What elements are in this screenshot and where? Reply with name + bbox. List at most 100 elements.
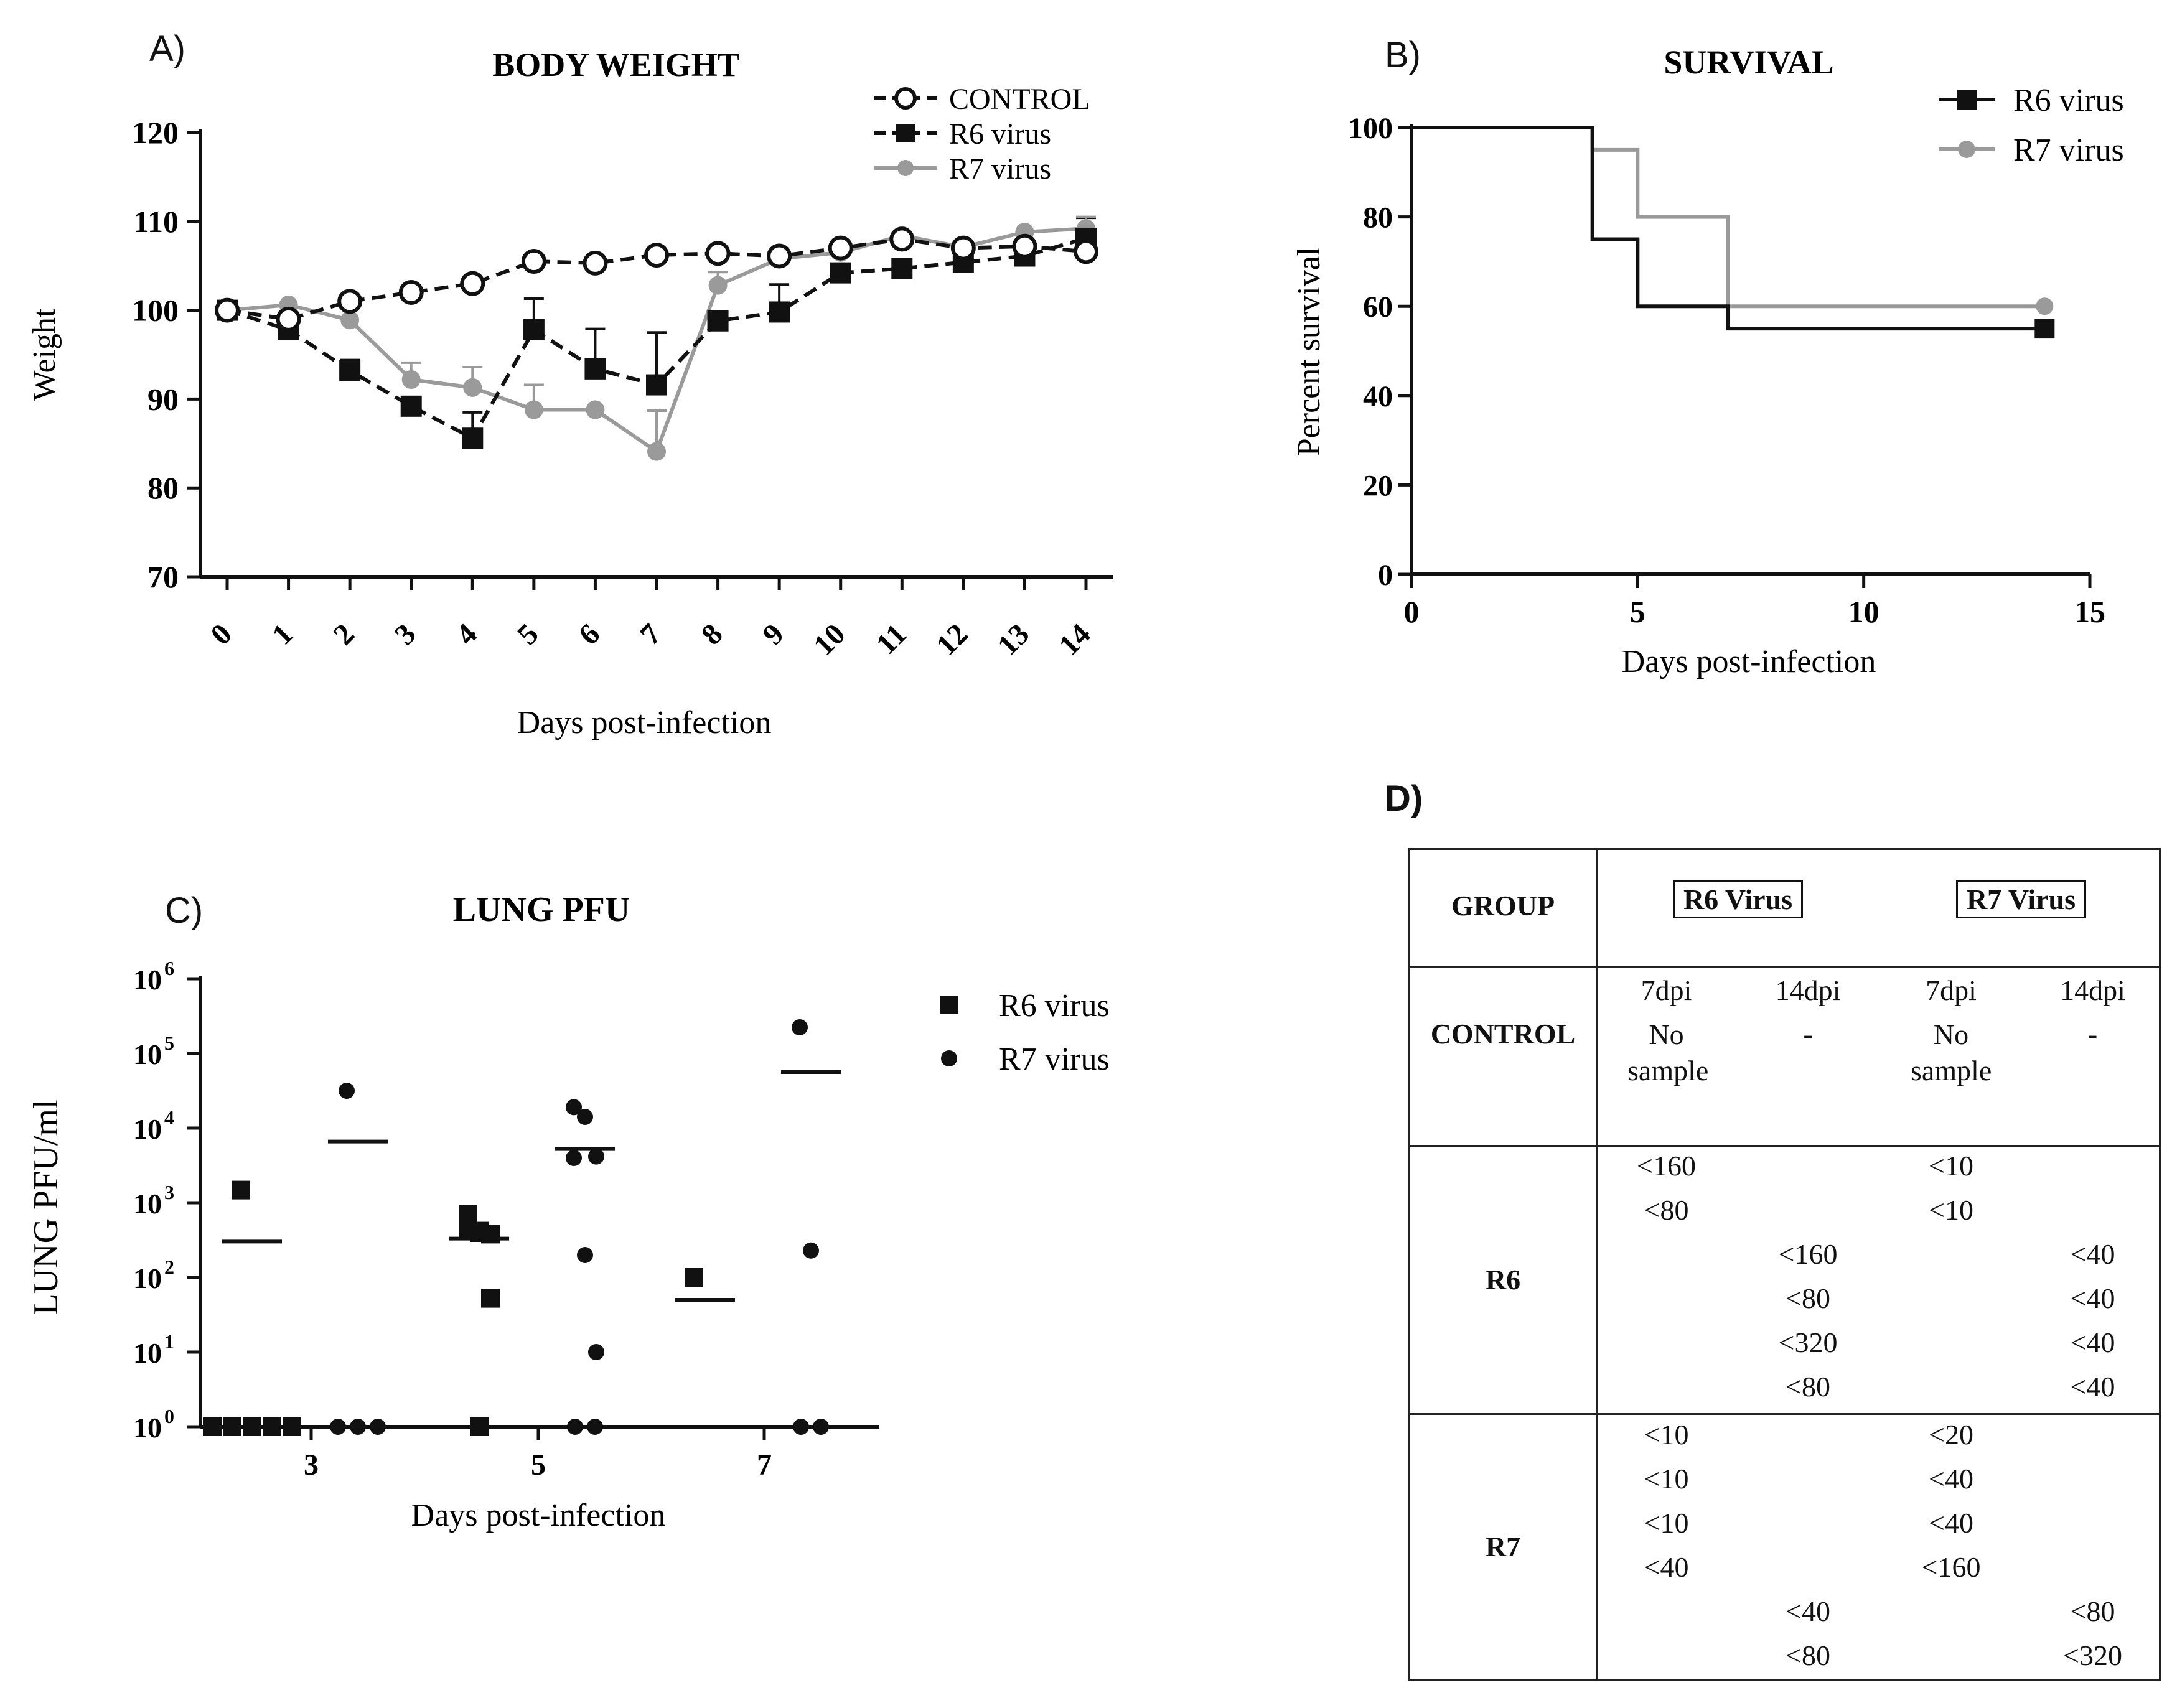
chart-c-ylabel: LUNG PFU/ml [27,1099,65,1315]
r6-cell-r4-c3: <40 [2070,1327,2115,1358]
chart-b-ylabel: Percent survival [1291,247,1327,456]
chart-a-point [521,249,546,274]
chart-c-xlabel: Days post-infection [411,1498,666,1533]
r7-cell-r5-c1: <80 [1786,1640,1830,1671]
chart-a-legend-marker [897,160,914,176]
chart-a-point [398,280,424,306]
chart-a-point [583,250,608,276]
chart-a-xtick-label: 6 [573,617,606,651]
chart-a-point [524,400,543,419]
chart-a-point [891,258,913,279]
chart-a-point [337,289,363,314]
chart-a-point [769,301,790,323]
control-r7-14dpi: - [2087,1018,2098,1050]
chart-c-ytick-exponent: 6 [164,957,174,979]
chart-b-ytick-label: 40 [1363,380,1393,413]
r7-cell-r0-c2: <20 [1929,1419,1973,1450]
subheader-r6-14dpi: 14dpi [1775,974,1841,1006]
chart-c-point [588,1148,604,1165]
r7-cell-r3-c0: <40 [1644,1551,1689,1583]
row-label-r6: R6 [1485,1264,1521,1295]
chart-c-point [587,1419,603,1435]
chart-b-survival-line [1411,126,2045,331]
chart-a-ytick-label: 100 [132,293,179,328]
chart-c-point [685,1268,703,1287]
panel-label-c: C) [165,890,204,931]
chart-a-xtick-label: 4 [450,617,484,651]
chart-c-xtick-label: 5 [531,1449,546,1482]
chart-a-point [708,276,728,295]
chart-c-ytick-label: 10 [133,964,162,996]
chart-a-point [950,235,976,261]
chart-a-point [707,310,729,332]
chart-c-legend-marker [941,1050,957,1066]
chart-c-point [243,1417,261,1436]
r6-cell-r0-c2: <10 [1929,1150,1973,1182]
chart-c-point [566,1099,582,1116]
chart-a-ylabel: Weight [27,308,62,401]
r6-cell-r1-c0: <80 [1644,1194,1689,1226]
row-label-r7: R7 [1485,1531,1521,1562]
chart-a-legend-label: CONTROL [949,83,1090,116]
chart-a-xtick-label: 13 [991,617,1036,661]
chart-c-point [481,1289,500,1308]
chart-a-xtick-label: 9 [756,617,790,651]
control-r6-14dpi: - [1803,1018,1813,1050]
chart-c-point [792,1019,808,1035]
r6-cell-r4-c1: <320 [1778,1327,1838,1358]
chart-c-title: LUNG PFU [453,890,630,929]
r6-cell-r1-c2: <10 [1929,1194,1973,1226]
subheader-r7-7dpi: 7dpi [1926,974,1977,1006]
chart-b-legend-label: R7 virus [2013,133,2124,168]
chart-b-xtick-label: 5 [1630,594,1645,629]
r7-virus-header: R7 Virus [1955,880,2087,918]
chart-c-ytick-exponent: 2 [164,1256,174,1278]
r7-cell-r1-c2: <40 [1929,1463,1973,1495]
chart-a-legend-marker [896,124,915,142]
chart-c-legend-label: R7 virus [999,1042,1110,1077]
chart-a-xtick-label: 0 [204,617,238,651]
control-r7-7dpi: No sample [1911,1019,1992,1086]
table-divider-header [1410,966,2159,968]
chart-b-title: SURVIVAL [1664,44,1833,81]
control-r6-7dpi: No sample [1627,1019,1709,1086]
chart-a-xtick-label: 1 [266,617,299,651]
r7-cell-r2-c2: <40 [1929,1507,1973,1539]
chart-a-point [462,427,484,449]
chart-c-ytick-label: 10 [133,1188,162,1220]
chart-b-ytick-label: 80 [1363,202,1393,235]
chart-b-ytick-label: 20 [1363,469,1393,502]
chart-a-legend-label: R7 virus [949,152,1051,185]
chart-b-xtick-label: 15 [2074,594,2105,629]
chart-a-point [889,226,915,252]
chart-a-point [646,374,667,396]
chart-b-ytick-label: 0 [1378,559,1393,592]
chart-a-point [463,378,482,397]
chart-c-point [203,1417,222,1436]
chart-c-ytick-exponent: 3 [164,1181,174,1203]
chart-a-point [705,241,731,266]
panel-label-a: A) [149,29,185,69]
chart-a-point [830,262,851,284]
panel-label-b: B) [1385,35,1421,75]
chart-c-ytick-exponent: 4 [164,1106,174,1129]
chart-b-ytick-label: 100 [1348,112,1393,145]
r6-cell-r5-c3: <40 [2070,1371,2115,1402]
chart-a-point [215,297,240,323]
chart-c-ytick-label: 10 [133,1113,162,1145]
chart-a-point [276,306,301,332]
chart-a-point [523,319,545,341]
chart-a-xtick-label: 10 [807,617,851,661]
subheader-r6-7dpi: 7dpi [1641,974,1692,1006]
chart-c-point [813,1419,829,1435]
table-header-r7: R7 Virus [1879,880,2163,918]
chart-a-xtick-label: 7 [634,617,667,651]
chart-b-ytick-label: 60 [1363,291,1393,324]
chart-a-ytick-label: 90 [147,381,179,416]
chart-c-legend-marker [940,996,958,1014]
chart-c-ytick-label: 10 [133,1412,162,1444]
chart-a-xlabel: Days post-infection [517,705,772,740]
chart-a-point [400,395,422,417]
r6-cell-r2-c3: <40 [2070,1238,2115,1270]
chart-a-point [586,400,605,419]
